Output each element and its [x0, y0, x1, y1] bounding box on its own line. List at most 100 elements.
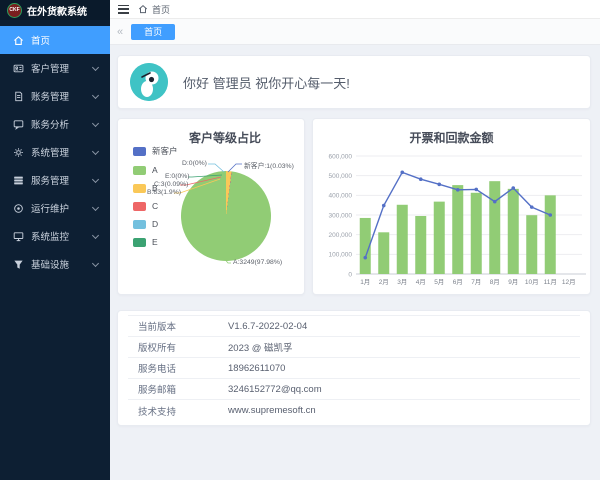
line-marker [436, 182, 441, 187]
info-label: 版权所有 [138, 343, 177, 354]
sidebar-item-operations[interactable]: 运行维护 [0, 194, 110, 222]
y-tick-label: 100,000 [328, 252, 352, 259]
app-title: 在外货款系统 [27, 6, 87, 18]
chat-analysis-icon [13, 119, 24, 130]
sidebar-item-label: 基础设施 [31, 260, 70, 271]
bar [396, 204, 408, 274]
info-row-support: 技术支持 www.supremesoft.cn [128, 400, 580, 421]
x-tick-label: 9月 [508, 278, 518, 286]
line-marker [362, 255, 367, 260]
chevron-down-icon [91, 119, 100, 128]
sidebar-item-infrastructure[interactable]: 基础设施 [0, 250, 110, 278]
sidebar-item-label: 运行维护 [31, 204, 70, 215]
y-tick-label: 400,000 [328, 193, 352, 200]
legend-swatch [133, 146, 146, 156]
info-card: 当前版本 V1.6.7-2022-02-04 版权所有 2023 @ 磁凯孚 服… [117, 310, 591, 426]
sidebar-item-services[interactable]: 服务管理 [0, 166, 110, 194]
sidebar-item-monitoring[interactable]: 系统监控 [0, 222, 110, 250]
x-tick-label: 4月 [415, 278, 425, 286]
chevron-down-icon [91, 259, 100, 268]
x-tick-label: 5月 [434, 278, 444, 286]
info-value[interactable]: www.supremesoft.cn [228, 405, 316, 416]
tab-bar: « 首页 [110, 19, 600, 45]
legend-item[interactable]: B [133, 183, 178, 193]
monitor-icon [13, 231, 24, 241]
legend-item[interactable]: C [133, 201, 178, 211]
line-marker [399, 170, 404, 175]
y-tick-label: 0 [348, 271, 352, 278]
legend-label: C [152, 201, 159, 211]
line-marker [492, 199, 497, 204]
sidebar-item-analysis[interactable]: 账务分析 [0, 110, 110, 138]
logo-text: CKF [9, 7, 20, 13]
legend-item[interactable]: 新客户 [133, 145, 178, 157]
server-list-icon [14, 176, 23, 184]
bar [433, 201, 445, 274]
bar [544, 195, 556, 274]
info-row-email: 服务邮箱 3246152772@qq.com [128, 379, 580, 400]
legend-item[interactable]: E [133, 237, 178, 247]
info-value: 2023 @ 磁凯孚 [228, 343, 293, 354]
charts-row: 客户等级占比 新客户 A B C D E D:0(0%) 新客户:1(0.03%) E:0(0… [117, 118, 591, 295]
pie-callout-label: B:63(1.9%) [147, 189, 182, 196]
sidebar-item-label: 客户管理 [31, 64, 70, 75]
logo-bar: CKF 在外货款系统 [0, 0, 110, 20]
legend-label: E [152, 237, 158, 247]
document-icon [15, 91, 23, 101]
chevron-down-icon [91, 63, 100, 72]
legend-item[interactable]: A [133, 165, 178, 175]
bullseye-icon [14, 203, 23, 213]
legend-swatch [133, 219, 146, 229]
x-tick-label: 8月 [489, 278, 499, 286]
y-tick-label: 500,000 [328, 173, 352, 180]
legend-label: A [152, 165, 158, 175]
hamburger-menu-icon[interactable] [118, 4, 129, 14]
chevron-down-icon [91, 203, 100, 212]
bar [359, 217, 371, 274]
bar [451, 185, 463, 274]
info-row-version: 当前版本 V1.6.7-2022-02-04 [128, 316, 580, 337]
x-tick-label: 2月 [378, 278, 388, 286]
info-value: 18962611070 [228, 362, 286, 374]
legend-swatch [133, 237, 146, 247]
line-marker [547, 213, 552, 217]
avatar [130, 63, 168, 101]
x-tick-label: 10月 [524, 278, 538, 286]
tab-collapse-arrows[interactable]: « [117, 25, 124, 38]
bar-chart-card: 开票和回款金额 0 100,000 200,000 300,000 400,000 500… [312, 118, 591, 295]
breadcrumb-label[interactable]: 首页 [152, 4, 171, 15]
x-tick-label: 6月 [452, 278, 462, 286]
sidebar-item-customers[interactable]: 客户管理 [0, 54, 110, 82]
line-marker [455, 188, 460, 192]
pie-callout-label: D:0(0%) [182, 160, 207, 167]
customer-card-icon [13, 64, 24, 72]
x-tick-label: 3月 [397, 278, 407, 286]
sidebar: CKF 在外货款系统 首页 客户管理 账务管理 账务分析 [0, 0, 110, 480]
bar [377, 232, 389, 274]
info-row-copyright: 版权所有 2023 @ 磁凯孚 [128, 337, 580, 358]
legend-item[interactable]: D [133, 219, 178, 229]
legend-label: B [152, 183, 158, 193]
line-marker [418, 177, 423, 182]
sidebar-item-label: 服务管理 [31, 176, 70, 187]
info-value: 3246152772@qq.com [228, 383, 322, 395]
pie-callout-label: E:0(0%) [165, 173, 190, 180]
sidebar-item-billing[interactable]: 账务管理 [0, 82, 110, 110]
y-tick-label: 300,000 [328, 212, 352, 219]
sidebar-item-home[interactable]: 首页 [0, 26, 110, 54]
sidebar-item-label: 首页 [31, 36, 51, 47]
info-table: 当前版本 V1.6.7-2022-02-04 版权所有 2023 @ 磁凯孚 服… [128, 315, 580, 421]
info-label: 服务邮箱 [138, 385, 177, 396]
pie-chart-card: 客户等级占比 新客户 A B C D E D:0(0%) 新客户:1(0.03%) E:0(0… [117, 118, 305, 295]
home-icon [14, 35, 23, 45]
bar [488, 181, 500, 274]
info-value: V1.6.7-2022-02-04 [228, 320, 308, 332]
bar [525, 215, 537, 274]
gear-icon [14, 147, 23, 157]
sidebar-item-system[interactable]: 系统管理 [0, 138, 110, 166]
pie-chart-title: 客户等级占比 [188, 131, 261, 145]
tab-home[interactable]: 首页 [131, 23, 176, 40]
y-tick-label: 600,000 [328, 153, 352, 160]
pie-legend: 新客户 A B C D E [133, 145, 178, 247]
chevron-down-icon [91, 147, 100, 156]
